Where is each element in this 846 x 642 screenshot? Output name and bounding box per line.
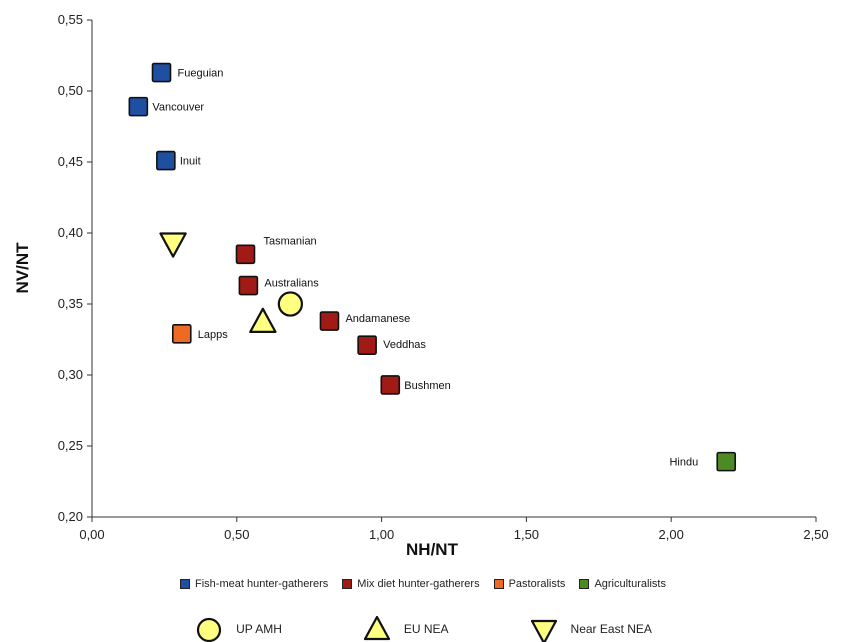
legend-label: Mix diet hunter-gatherers bbox=[357, 578, 480, 590]
point-label: Bushmen bbox=[404, 380, 450, 392]
legend-label: Near East NEA bbox=[570, 622, 652, 636]
data-point bbox=[357, 335, 377, 355]
y-tick-label: 0,35 bbox=[58, 296, 83, 311]
y-tick-label: 0,20 bbox=[58, 509, 83, 524]
legend-swatch bbox=[493, 579, 504, 589]
legend-label: EU NEA bbox=[403, 622, 449, 636]
legend-label: Pastoralists bbox=[508, 578, 566, 590]
legend-item: Fish-meat hunter-gatherers bbox=[180, 578, 328, 590]
point-label: Andamanese bbox=[345, 313, 410, 325]
y-tick-label: 0,40 bbox=[58, 225, 83, 240]
legend-item: Near East NEA bbox=[529, 616, 652, 642]
x-tick-label: 0,50 bbox=[224, 527, 249, 542]
point-label: Veddhas bbox=[383, 339, 426, 351]
legend-swatch bbox=[579, 579, 590, 589]
axes: 0,20 0,25 0,30 0,35 0,40 0,45 0,50 0,55 0,00 0,50… bbox=[58, 12, 829, 542]
point-label: Fueguian bbox=[178, 68, 224, 80]
legend-label: Fish-meat hunter-gatherers bbox=[195, 578, 329, 590]
x-tick-label: 1,00 bbox=[369, 527, 394, 542]
y-tick-label: 0,50 bbox=[58, 83, 83, 98]
fossil-point bbox=[249, 307, 277, 334]
legend-label: UP AMH bbox=[236, 622, 282, 636]
legend-swatch bbox=[342, 579, 353, 589]
y-tick-label: 0,55 bbox=[58, 12, 83, 27]
legend-groups: Fish-meat hunter-gatherers Mix diet hunte… bbox=[0, 578, 846, 590]
fossil-point bbox=[363, 616, 390, 641]
point-label: Australians bbox=[264, 278, 319, 290]
legend-item: EU NEA bbox=[362, 616, 449, 642]
point-label: Vancouver bbox=[152, 102, 204, 114]
point-label: Tasmanian bbox=[263, 235, 316, 247]
x-axis-label: NH/NT bbox=[406, 540, 459, 559]
y-axis-label: NV/NT bbox=[13, 242, 32, 294]
point-label: Inuit bbox=[180, 156, 201, 168]
legend-marker bbox=[530, 619, 557, 642]
legend-item: Pastoralists bbox=[493, 578, 566, 590]
scatter-chart: 0,20 0,25 0,30 0,35 0,40 0,45 0,50 0,55 0,00 0,50… bbox=[13, 12, 829, 559]
legend-fossils: UP AMH EU NEA Near East NEA bbox=[0, 616, 846, 642]
data-point bbox=[171, 324, 192, 344]
legend-marker bbox=[196, 617, 222, 642]
legend-item: UP AMH bbox=[194, 616, 282, 642]
fossil-point bbox=[277, 291, 304, 317]
data-point bbox=[716, 451, 737, 472]
legend-item: Agriculturalists bbox=[579, 578, 666, 590]
data-point bbox=[151, 62, 172, 83]
data-point bbox=[380, 375, 401, 395]
x-tick-label: 1,50 bbox=[514, 527, 539, 542]
legend-swatch bbox=[180, 579, 191, 589]
fossil-point bbox=[530, 619, 557, 642]
data-point bbox=[235, 244, 256, 265]
x-tick-label: 0,00 bbox=[79, 527, 104, 542]
legend-label: Agriculturalists bbox=[594, 578, 666, 590]
data-point bbox=[156, 150, 176, 171]
y-tick-label: 0,30 bbox=[58, 367, 83, 382]
legend-marker bbox=[363, 616, 390, 641]
y-tick-label: 0,25 bbox=[58, 438, 83, 453]
legend-item: Mix diet hunter-gatherers bbox=[342, 578, 480, 590]
x-tick-label: 2,50 bbox=[803, 527, 828, 542]
data-point bbox=[319, 311, 340, 331]
data-marks: Fueguian Vancouver Inuit Tasmanian Australia… bbox=[128, 62, 737, 472]
fossil-point bbox=[159, 232, 187, 258]
y-tick-label: 0,45 bbox=[58, 154, 83, 169]
point-label: Lapps bbox=[198, 329, 228, 341]
point-label: Hindu bbox=[669, 457, 698, 469]
data-point bbox=[128, 96, 149, 117]
data-point bbox=[238, 275, 259, 296]
x-tick-label: 2,00 bbox=[659, 527, 684, 542]
